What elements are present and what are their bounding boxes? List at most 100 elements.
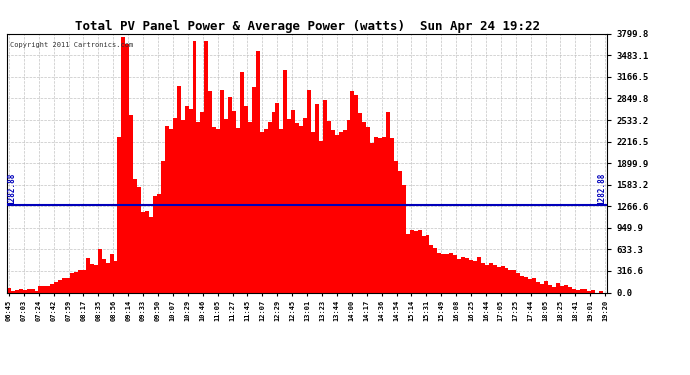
Bar: [509, 270, 513, 292]
Bar: [200, 112, 204, 292]
Bar: [524, 277, 529, 292]
Bar: [185, 106, 188, 292]
Bar: [34, 291, 39, 292]
Bar: [457, 259, 461, 292]
Bar: [177, 86, 181, 292]
Bar: [398, 171, 402, 292]
Bar: [600, 291, 603, 292]
Bar: [244, 106, 248, 292]
Bar: [295, 123, 299, 292]
Bar: [252, 87, 256, 292]
Bar: [402, 185, 406, 292]
Bar: [216, 129, 220, 292]
Bar: [489, 263, 493, 292]
Bar: [145, 211, 149, 292]
Bar: [469, 260, 473, 292]
Bar: [275, 104, 279, 292]
Bar: [7, 288, 11, 292]
Bar: [323, 100, 327, 292]
Bar: [240, 72, 244, 292]
Bar: [126, 44, 129, 292]
Bar: [94, 265, 98, 292]
Bar: [429, 244, 433, 292]
Text: 1282.88: 1282.88: [8, 173, 17, 205]
Bar: [556, 284, 560, 292]
Bar: [371, 143, 374, 292]
Bar: [78, 270, 82, 292]
Bar: [303, 118, 307, 292]
Bar: [165, 126, 169, 292]
Bar: [461, 257, 465, 292]
Bar: [172, 118, 177, 292]
Bar: [536, 282, 540, 292]
Bar: [580, 289, 584, 292]
Bar: [299, 126, 303, 292]
Bar: [417, 230, 422, 292]
Bar: [197, 122, 200, 292]
Bar: [181, 120, 185, 292]
Bar: [236, 128, 240, 292]
Bar: [220, 90, 224, 292]
Bar: [114, 261, 117, 292]
Bar: [497, 267, 500, 292]
Bar: [133, 179, 137, 292]
Bar: [311, 132, 315, 292]
Bar: [193, 40, 197, 292]
Bar: [90, 264, 94, 292]
Bar: [259, 132, 264, 292]
Bar: [224, 119, 228, 292]
Bar: [137, 188, 141, 292]
Bar: [55, 282, 58, 292]
Bar: [374, 137, 378, 292]
Bar: [445, 254, 449, 292]
Bar: [406, 234, 410, 292]
Bar: [529, 279, 532, 292]
Bar: [493, 265, 497, 292]
Bar: [208, 91, 213, 292]
Bar: [279, 129, 284, 292]
Bar: [414, 231, 417, 292]
Bar: [327, 121, 331, 292]
Bar: [307, 90, 311, 292]
Bar: [477, 257, 481, 292]
Bar: [513, 270, 516, 292]
Bar: [362, 122, 366, 292]
Bar: [584, 290, 587, 292]
Bar: [382, 136, 386, 292]
Bar: [587, 291, 591, 292]
Bar: [141, 212, 145, 292]
Bar: [228, 97, 232, 292]
Bar: [268, 122, 271, 292]
Title: Total PV Panel Power & Average Power (watts)  Sun Apr 24 19:22: Total PV Panel Power & Average Power (wa…: [75, 20, 540, 33]
Bar: [62, 278, 66, 292]
Bar: [386, 112, 390, 292]
Bar: [19, 289, 23, 292]
Bar: [552, 287, 556, 292]
Bar: [548, 285, 552, 292]
Bar: [153, 196, 157, 292]
Bar: [504, 268, 509, 292]
Bar: [50, 284, 55, 292]
Bar: [426, 235, 429, 292]
Bar: [121, 37, 126, 292]
Bar: [315, 104, 319, 292]
Bar: [129, 116, 133, 292]
Bar: [485, 265, 489, 292]
Bar: [453, 255, 457, 292]
Bar: [256, 51, 259, 292]
Bar: [98, 249, 101, 292]
Bar: [465, 258, 469, 292]
Bar: [213, 127, 216, 292]
Bar: [169, 129, 172, 292]
Bar: [248, 122, 252, 292]
Bar: [339, 132, 343, 292]
Bar: [149, 217, 153, 292]
Bar: [575, 290, 580, 292]
Bar: [346, 120, 351, 292]
Bar: [343, 130, 346, 292]
Bar: [39, 286, 43, 292]
Bar: [568, 288, 571, 292]
Bar: [106, 263, 110, 292]
Bar: [540, 284, 544, 292]
Bar: [571, 290, 575, 292]
